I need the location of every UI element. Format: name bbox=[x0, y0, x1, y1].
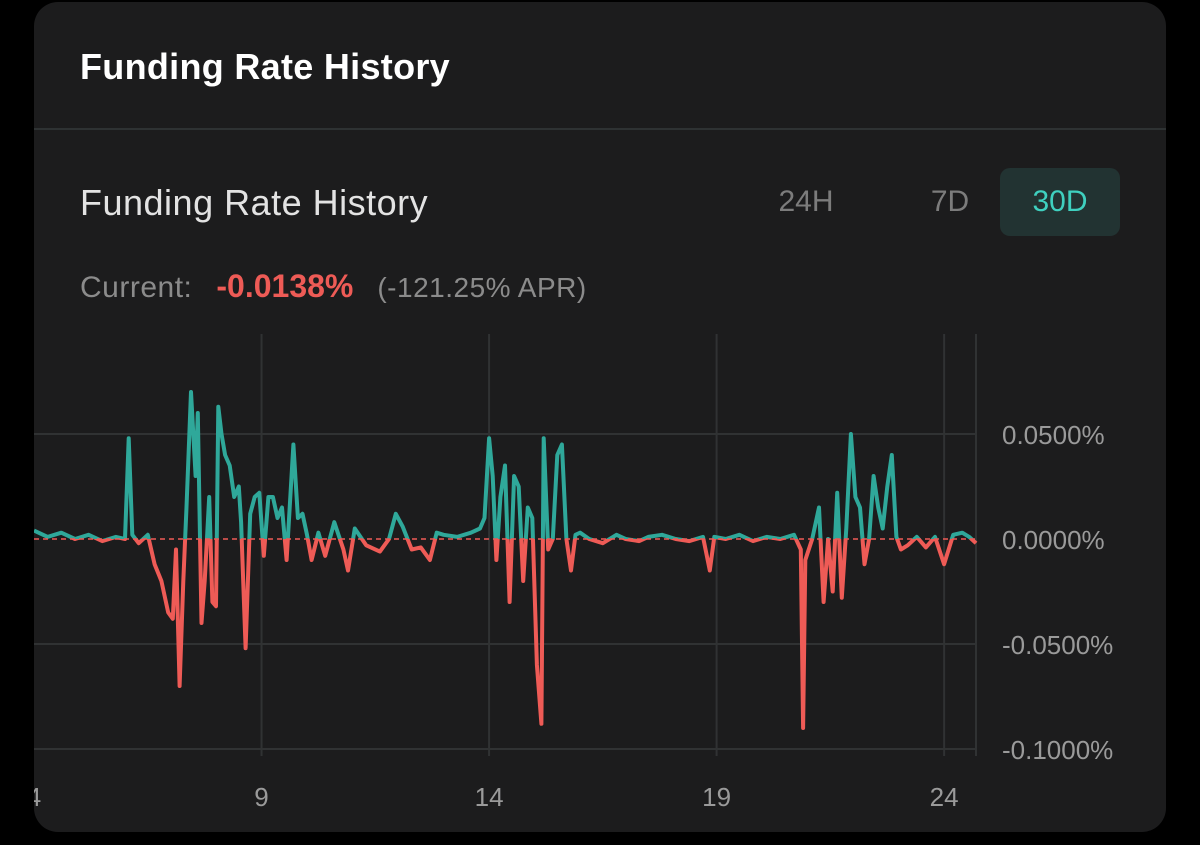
tab-24h[interactable]: 24H bbox=[778, 185, 834, 218]
card-title: Funding Rate History bbox=[80, 46, 451, 87]
current-label: Current: bbox=[80, 271, 193, 304]
tab-30d[interactable]: 30D bbox=[1000, 168, 1120, 236]
card-header bbox=[34, 2, 1166, 130]
y-tick-label: 0.0000% bbox=[1002, 525, 1105, 555]
x-tick-label: 4 bbox=[34, 782, 41, 812]
series-line-negative bbox=[70, 539, 978, 730]
x-tick-label: 9 bbox=[254, 782, 268, 812]
funding-rate-card: Funding Rate History Funding Rate Histor… bbox=[34, 2, 1166, 832]
x-tick-label: 19 bbox=[702, 782, 731, 812]
series-layer bbox=[34, 390, 978, 730]
x-axis-ticks: 4 9 14 19 24 bbox=[34, 782, 959, 812]
y-axis-ticks: 0.0500% 0.0000% -0.0500% -0.1000% bbox=[1002, 420, 1113, 765]
current-rate: Current: -0.0138% (-121.25% APR) bbox=[80, 268, 587, 312]
x-tick-label: 14 bbox=[475, 782, 504, 812]
y-tick-label: -0.1000% bbox=[1002, 735, 1113, 765]
funding-rate-chart: 0.0500% 0.0000% -0.0500% -0.1000% 4 9 14 19 24 bbox=[34, 334, 1113, 812]
chart-title: Funding Rate History bbox=[80, 182, 429, 223]
y-tick-label: -0.0500% bbox=[1002, 630, 1113, 660]
current-value: -0.0138% bbox=[216, 268, 354, 304]
y-tick-label: 0.0500% bbox=[1002, 420, 1105, 450]
current-apr: (-121.25% APR) bbox=[377, 272, 587, 303]
series-line-positive bbox=[34, 390, 975, 539]
x-tick-label: 24 bbox=[930, 782, 959, 812]
tab-7d[interactable]: 7D bbox=[930, 185, 970, 218]
